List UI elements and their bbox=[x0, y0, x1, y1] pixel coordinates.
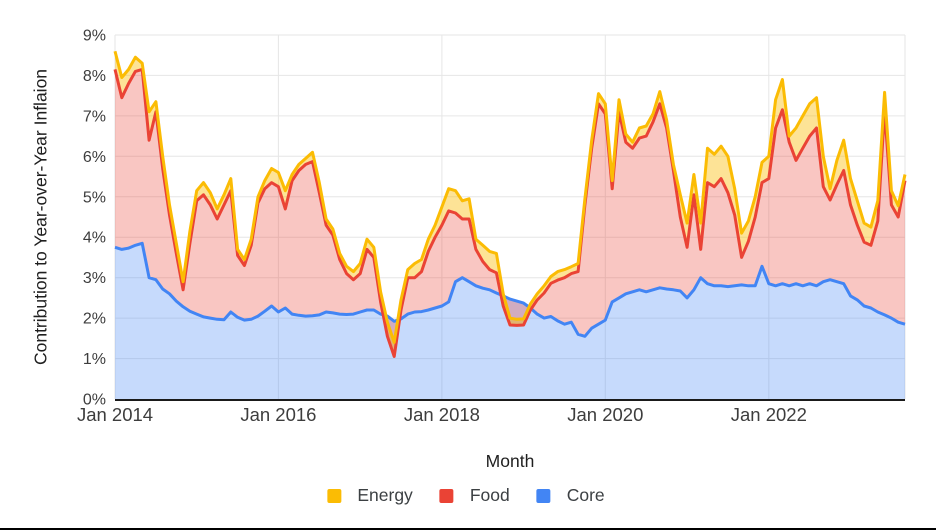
legend-item-food: Food bbox=[439, 485, 510, 506]
x-axis-title: Month bbox=[485, 451, 535, 471]
legend-label: Energy bbox=[357, 485, 413, 505]
y-tick-label: 3% bbox=[83, 270, 106, 287]
y-tick-label: 0% bbox=[83, 392, 106, 409]
x-tick-label: Jan 2020 bbox=[567, 404, 643, 425]
bottom-divider bbox=[0, 528, 936, 530]
y-tick-label: 4% bbox=[83, 230, 106, 247]
legend-item-energy: Energy bbox=[327, 485, 413, 506]
core-swatch-icon bbox=[536, 488, 551, 503]
y-tick-label: 1% bbox=[83, 351, 106, 368]
x-tick-label: Jan 2014 bbox=[77, 404, 153, 425]
y-tick-label: 7% bbox=[83, 108, 106, 125]
chart-legend: Energy Food Core bbox=[327, 485, 605, 506]
y-tick-label: 8% bbox=[83, 68, 106, 85]
food-area bbox=[115, 69, 905, 357]
x-tick-label: Jan 2022 bbox=[731, 404, 807, 425]
y-tick-label: 9% bbox=[83, 28, 106, 45]
core-line bbox=[114, 241, 906, 338]
y-tick-label: 6% bbox=[83, 149, 106, 166]
energy-line bbox=[113, 50, 907, 344]
food-line bbox=[113, 67, 907, 358]
y-tick-label: 5% bbox=[83, 189, 106, 206]
food-swatch-icon bbox=[439, 488, 454, 503]
y-axis-title: Contribution to Year-over-Year Inflaion bbox=[30, 68, 51, 366]
x-tick-label: Jan 2016 bbox=[240, 404, 316, 425]
x-tick-label: Jan 2018 bbox=[404, 404, 480, 425]
legend-item-core: Core bbox=[536, 485, 605, 506]
energy-swatch-icon bbox=[327, 488, 342, 503]
y-tick-label: 2% bbox=[83, 311, 106, 328]
legend-label: Food bbox=[469, 485, 510, 505]
legend-label: Core bbox=[566, 485, 605, 505]
